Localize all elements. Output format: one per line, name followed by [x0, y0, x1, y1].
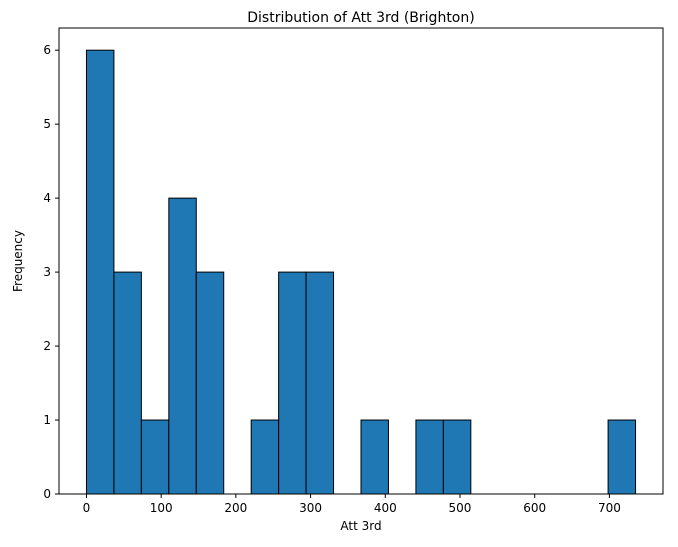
y-tick-label: 1: [43, 413, 51, 427]
y-tick-label: 4: [43, 191, 51, 205]
chart-title: Distribution of Att 3rd (Brighton): [247, 10, 474, 26]
x-axis-label: Att 3rd: [340, 519, 381, 533]
y-axis-label: Frequency: [11, 230, 25, 292]
x-tick-label: 0: [83, 501, 91, 515]
histogram-bar: [360, 419, 389, 495]
x-tick-label: 500: [449, 501, 472, 515]
y-tick-label: 0: [43, 487, 51, 501]
histogram-bar: [85, 49, 115, 495]
histogram-bar: [195, 271, 225, 495]
plot-frame: [58, 27, 664, 495]
x-tick-label: 700: [598, 501, 621, 515]
histogram-bar: [305, 271, 335, 495]
histogram-bar: [168, 197, 197, 495]
histogram-bar: [607, 419, 637, 495]
x-axis-ticks: 0 100 200 300 400 500 600 700: [83, 494, 621, 515]
x-tick-label: 400: [374, 501, 397, 515]
histogram-bar: [250, 419, 280, 495]
x-tick-label: 100: [150, 501, 173, 515]
y-tick-label: 5: [43, 117, 51, 131]
y-tick-label: 6: [43, 43, 51, 57]
y-axis-ticks: 0 1 2 3 4 5 6: [43, 43, 59, 501]
bars-group: [85, 49, 637, 495]
x-tick-label: 600: [523, 501, 546, 515]
histogram-bar: [415, 419, 444, 495]
histogram-bar: [113, 271, 142, 495]
histogram-bar: [278, 271, 307, 495]
y-tick-label: 3: [43, 265, 51, 279]
y-tick-label: 2: [43, 339, 51, 353]
x-tick-label: 200: [224, 501, 247, 515]
histogram-bar: [442, 419, 472, 495]
x-tick-label: 300: [299, 501, 322, 515]
histogram-bar: [140, 419, 170, 495]
